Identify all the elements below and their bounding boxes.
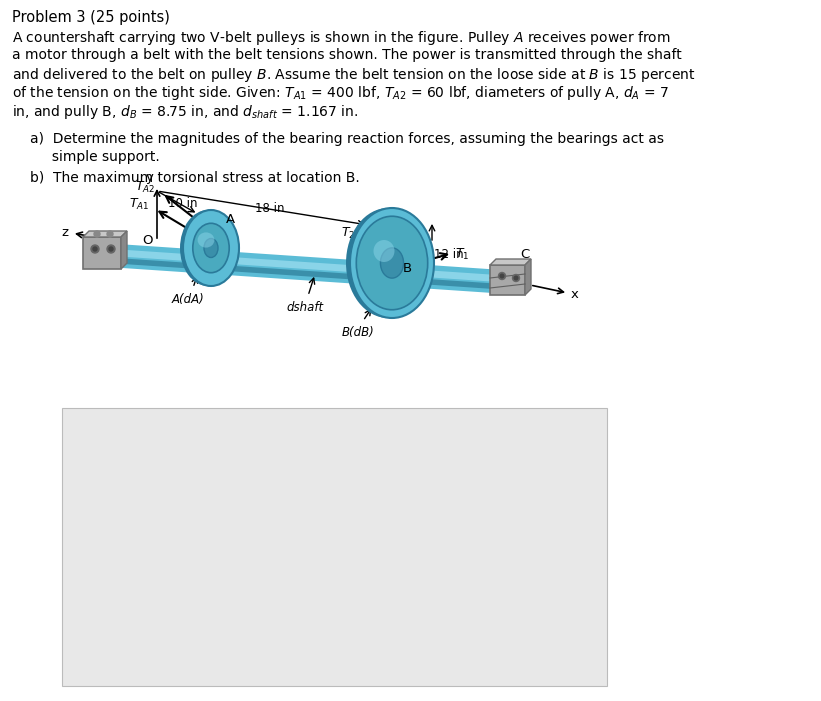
Text: y: y xyxy=(145,171,153,184)
Text: simple support.: simple support. xyxy=(30,150,160,164)
Circle shape xyxy=(94,231,100,237)
Text: $T_1$: $T_1$ xyxy=(455,247,470,261)
Text: 10 in: 10 in xyxy=(168,197,198,210)
Circle shape xyxy=(514,276,518,280)
Text: $T_{A1}$: $T_{A1}$ xyxy=(129,196,149,212)
Ellipse shape xyxy=(356,216,428,310)
Text: a)  Determine the magnitudes of the bearing reaction forces, assuming the bearin: a) Determine the magnitudes of the beari… xyxy=(30,132,664,146)
Ellipse shape xyxy=(193,224,229,273)
Text: B: B xyxy=(403,261,412,275)
Text: $T_2$: $T_2$ xyxy=(341,226,355,240)
Text: in, and pully B, $d_B$ = 8.75 in, and $d_{shaft}$ = 1.167 in.: in, and pully B, $d_B$ = 8.75 in, and $d… xyxy=(12,103,359,121)
Text: Problem 3 (25 points): Problem 3 (25 points) xyxy=(12,10,170,25)
Circle shape xyxy=(498,273,506,280)
Text: A(dA): A(dA) xyxy=(172,293,204,306)
FancyBboxPatch shape xyxy=(83,237,121,269)
Text: b)  The maximum torsional stress at location B.: b) The maximum torsional stress at locat… xyxy=(30,170,360,184)
Circle shape xyxy=(512,275,520,282)
Text: 18 in: 18 in xyxy=(255,202,285,215)
Text: a motor through a belt with the belt tensions shown. The power is transmitted th: a motor through a belt with the belt ten… xyxy=(12,48,681,62)
FancyBboxPatch shape xyxy=(62,408,607,686)
Ellipse shape xyxy=(183,210,239,286)
Text: C: C xyxy=(520,248,530,261)
Ellipse shape xyxy=(198,233,214,247)
Text: of the tension on the tight side. Given: $T_{A1}$ = 400 lbf, $T_{A2}$ = 60 lbf, : of the tension on the tight side. Given:… xyxy=(12,85,669,102)
Polygon shape xyxy=(121,231,127,269)
Circle shape xyxy=(93,247,97,251)
Polygon shape xyxy=(525,259,531,295)
Polygon shape xyxy=(490,259,531,265)
Text: z: z xyxy=(61,226,68,240)
Circle shape xyxy=(500,274,504,278)
Text: $T_{A2}$: $T_{A2}$ xyxy=(135,179,155,195)
Text: x: x xyxy=(571,287,579,301)
Ellipse shape xyxy=(180,210,236,286)
Text: A countershaft carrying two V-belt pulleys is shown in the figure. Pulley $A$ re: A countershaft carrying two V-belt pulle… xyxy=(12,29,671,47)
Ellipse shape xyxy=(350,208,434,318)
Circle shape xyxy=(107,231,113,237)
Polygon shape xyxy=(83,231,127,237)
FancyBboxPatch shape xyxy=(490,265,525,295)
Text: B(dB): B(dB) xyxy=(342,326,374,339)
Ellipse shape xyxy=(380,248,404,278)
Circle shape xyxy=(107,245,115,253)
Text: and delivered to the belt on pulley $B$. Assume the belt tension on the loose si: and delivered to the belt on pulley $B$.… xyxy=(12,66,695,84)
Text: dshaft: dshaft xyxy=(287,301,323,314)
Text: A: A xyxy=(226,213,235,226)
Ellipse shape xyxy=(374,240,395,262)
Circle shape xyxy=(91,245,99,253)
Ellipse shape xyxy=(204,238,218,257)
Circle shape xyxy=(109,247,113,251)
Text: 12 in: 12 in xyxy=(434,247,464,261)
Text: O: O xyxy=(143,235,153,247)
Ellipse shape xyxy=(346,208,430,318)
